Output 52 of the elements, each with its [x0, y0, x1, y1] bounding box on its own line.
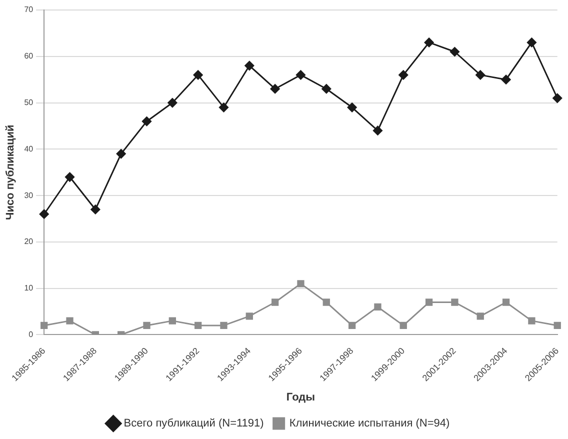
point	[39, 209, 49, 219]
point	[194, 322, 202, 330]
point	[297, 280, 304, 288]
point	[65, 172, 75, 182]
y-tick-label: 10	[24, 284, 34, 293]
point	[501, 74, 511, 84]
legend-label: Клинические испытания (N=94)	[289, 418, 450, 430]
point	[502, 298, 510, 306]
y-tick-label: 40	[24, 144, 34, 154]
point	[398, 70, 408, 80]
point	[193, 70, 203, 80]
point	[271, 298, 279, 306]
point	[347, 102, 357, 112]
point	[244, 60, 254, 70]
point	[400, 322, 407, 330]
point	[372, 126, 382, 136]
point	[40, 322, 48, 330]
point	[450, 47, 460, 56]
y-tick-label: 0	[28, 330, 34, 339]
point	[528, 317, 536, 324]
point	[168, 98, 178, 108]
point	[526, 38, 536, 48]
point	[246, 312, 253, 320]
point	[143, 322, 150, 330]
point	[116, 149, 126, 159]
point	[451, 298, 458, 306]
point	[552, 93, 562, 103]
y-tick-label: 20	[24, 237, 34, 246]
point	[348, 322, 356, 330]
y-axis-title: Чисо публикаций	[4, 124, 17, 220]
point	[220, 322, 228, 330]
point	[322, 84, 332, 94]
point	[476, 70, 486, 80]
point	[554, 322, 561, 330]
point	[374, 303, 382, 310]
point	[296, 70, 306, 80]
point	[218, 102, 228, 112]
x-axis-title: Годы	[286, 391, 316, 404]
y-tick-label: 30	[24, 190, 34, 200]
point	[424, 38, 434, 48]
legend-label: Всего публикаций (N=1191)	[124, 418, 264, 430]
point	[425, 298, 433, 306]
y-tick-label: 50	[24, 98, 34, 107]
point	[66, 317, 74, 324]
point	[142, 116, 152, 126]
point	[476, 312, 484, 320]
y-tick-label: 70	[24, 5, 34, 14]
y-tick-label: 60	[24, 52, 34, 61]
point	[322, 298, 330, 306]
point	[90, 204, 100, 214]
point	[168, 317, 176, 324]
point	[270, 84, 280, 94]
